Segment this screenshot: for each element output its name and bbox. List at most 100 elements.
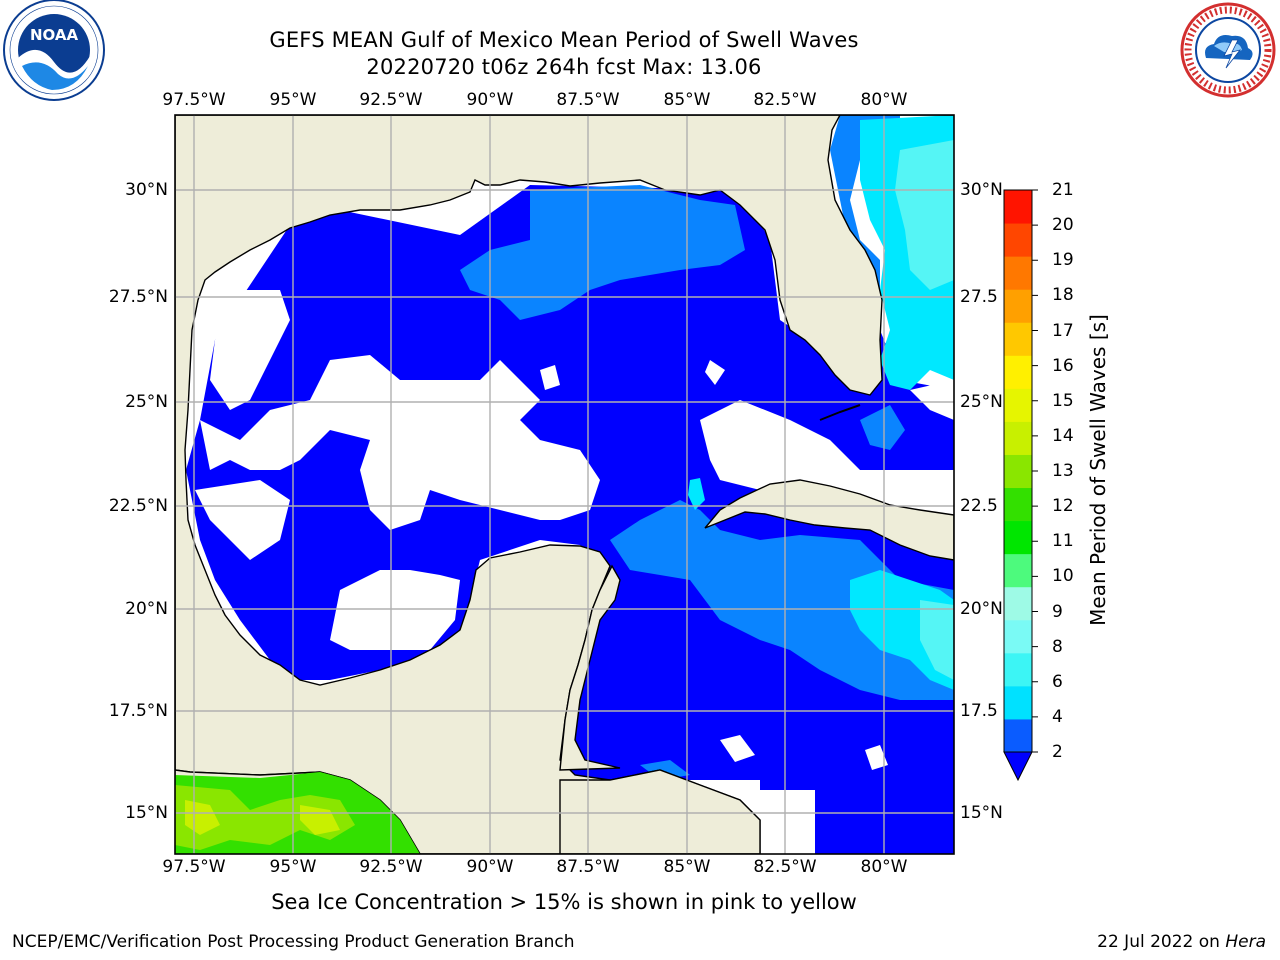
swell-field-6-8s: [920, 600, 954, 680]
land-yucatan: [559, 564, 621, 771]
colorbar-tick-label: 8: [1052, 636, 1063, 657]
colorbar: [1003, 189, 1038, 782]
colorbar-tick-label: 9: [1052, 601, 1063, 622]
colorbar-tick-label: 12: [1052, 496, 1074, 517]
lat-tick-label: 22.5: [960, 496, 998, 516]
pacific-swell-field: [185, 800, 220, 835]
swell-field-2-4s: [830, 115, 900, 300]
swell-field-2-4s: [640, 760, 690, 780]
noaa-logo-text: NOAA: [30, 26, 79, 44]
lon-tick-label: 87.5°W: [556, 90, 620, 110]
missing-data-region: [195, 480, 290, 560]
noaa-logo: NOAA: [3, 0, 105, 101]
swell-field-2-4s: [860, 405, 905, 450]
machine-name: Hera: [1225, 932, 1266, 952]
colorbar-segment: [1004, 487, 1032, 522]
swell-field-6-8s: [895, 140, 954, 290]
colorbar-segment: [1004, 718, 1032, 753]
lon-tick-label: 92.5°W: [359, 90, 423, 110]
lat-tick-label: 30°N: [125, 180, 168, 200]
lon-tick-label: 95°W: [269, 857, 317, 877]
colorbar-segment: [1004, 520, 1032, 555]
colorbar-tick-label: 14: [1052, 425, 1074, 446]
land-north-america: [175, 115, 954, 854]
lat-tick-label: 25°N: [960, 392, 1003, 412]
swell-field-4-6s: [688, 478, 705, 510]
colorbar-tick-label: 16: [1052, 355, 1074, 376]
colorbar-segment: [1004, 454, 1032, 489]
missing-data-region: [910, 380, 954, 420]
colorbar-tick-label: 21: [1052, 180, 1074, 200]
colorbar-tick-label: 17: [1052, 320, 1074, 341]
lon-tick-label: 97.5°W: [162, 857, 226, 877]
colorbar-tick-label: 15: [1052, 390, 1074, 411]
missing-data-region: [210, 290, 290, 410]
lat-tick-label: 30°N: [960, 180, 1003, 200]
colorbar-frame: [1003, 189, 1033, 753]
land-cuba: [704, 479, 954, 561]
missing-data-region: [865, 745, 888, 770]
lon-tick-label: 90°W: [466, 90, 514, 110]
colorbar-tick-label: 20: [1052, 215, 1074, 236]
lon-tick-label: 85°W: [663, 90, 711, 110]
colorbar-segment: [1004, 256, 1032, 290]
colorbar-segment: [1004, 421, 1032, 455]
colorbar-segment: [1004, 685, 1032, 720]
land-honduras: [559, 769, 761, 854]
colorbar-tick-label: 11: [1052, 531, 1074, 552]
lat-tick-label: 27.5°N: [108, 287, 168, 307]
colorbar-segment: [1004, 322, 1032, 356]
pacific-swell-field: [300, 805, 340, 835]
lon-tick-label: 95°W: [269, 90, 317, 110]
colorbar-title: Mean Period of Swell Waves [s]: [1086, 314, 1110, 626]
missing-data-region: [760, 790, 815, 854]
lat-tick-label: 17.5: [960, 701, 998, 721]
colorbar-tick-label: 10: [1052, 566, 1074, 587]
map-frame: [174, 114, 955, 855]
lon-tick-label: 80°W: [860, 857, 908, 877]
missing-data-region: [200, 355, 600, 530]
lon-tick-label: 92.5°W: [359, 857, 423, 877]
lon-tick-label: 90°W: [466, 857, 514, 877]
swell-field-2-4s: [610, 500, 954, 700]
missing-data-region: [720, 735, 755, 762]
branch-credit: NCEP/EMC/Verification Post Processing Pr…: [12, 932, 575, 952]
map-title: GEFS MEAN Gulf of Mexico Mean Period of …: [269, 28, 859, 52]
missing-data-region: [330, 570, 460, 650]
map-subtitle: 20220720 t06z 264h fcst Max: 13.06: [366, 55, 762, 79]
colorbar-tick-label: 4: [1052, 706, 1063, 727]
nws-logo: [1180, 2, 1276, 98]
colorbar-tick-label: 19: [1052, 250, 1074, 271]
generation-date: 22 Jul 2022 on Hera: [1097, 932, 1266, 952]
swell-field-4-6s: [860, 115, 954, 390]
lat-tick-label: 25°N: [125, 392, 168, 412]
swell-field-under-2s: [186, 185, 954, 854]
colorbar-tick-label: 2: [1052, 742, 1063, 762]
lon-tick-label: 87.5°W: [556, 857, 620, 877]
land-central-america: [175, 680, 421, 854]
sea-ice-footnote: Sea Ice Concentration > 15% is shown in …: [271, 890, 857, 914]
colorbar-segment: [1004, 586, 1032, 621]
colorbar-tick-label: 18: [1052, 285, 1074, 306]
lat-tick-label: 22.5°N: [108, 496, 168, 516]
colorbar-underflow-triangle: [1003, 751, 1033, 782]
gridlines: [175, 115, 954, 854]
land-florida-keys: [819, 404, 861, 421]
lon-tick-label: 82.5°W: [753, 857, 817, 877]
colorbar-segment: [1004, 190, 1032, 224]
missing-data-region: [705, 360, 725, 385]
colorbar-segment: [1004, 619, 1032, 654]
colorbar-segment: [1004, 289, 1032, 323]
lat-tick-label: 20°N: [125, 599, 168, 619]
lat-tick-label: 17.5°N: [108, 701, 168, 721]
ocean-background: [175, 115, 954, 854]
lon-tick-label: 82.5°W: [753, 90, 817, 110]
colorbar-tick-label: 13: [1052, 461, 1074, 481]
lat-tick-label: 15°N: [125, 803, 168, 823]
lon-tick-label: 85°W: [663, 857, 711, 877]
colorbar-segment: [1004, 223, 1032, 257]
pacific-swell-field: [175, 785, 355, 850]
colorbar-segment: [1004, 355, 1032, 389]
lat-tick-label: 27.5: [960, 287, 998, 307]
colorbar-tick-label: 6: [1052, 671, 1063, 692]
